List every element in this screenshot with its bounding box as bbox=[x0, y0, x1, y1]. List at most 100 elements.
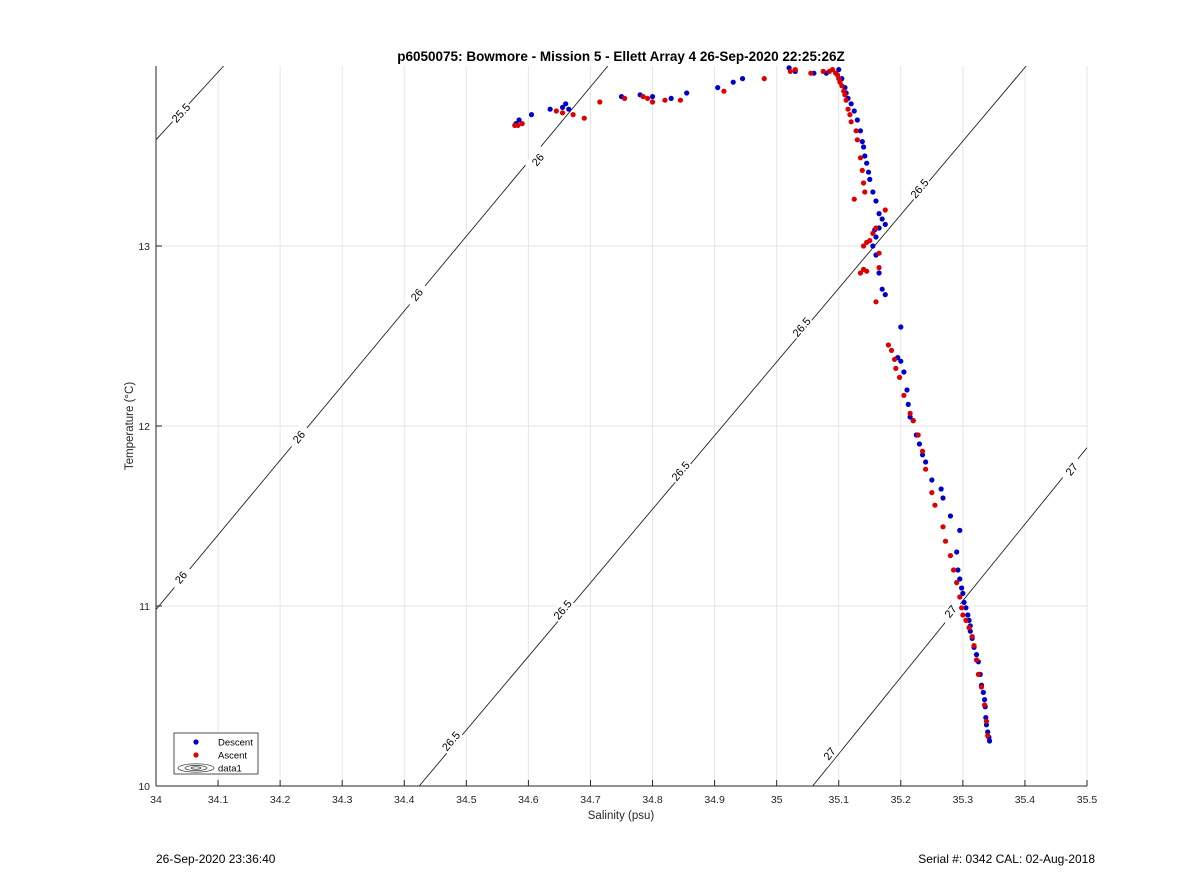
data-points bbox=[512, 65, 993, 744]
data-point-descent bbox=[983, 722, 990, 728]
data-point-ascent bbox=[853, 128, 859, 134]
data-point-descent bbox=[730, 79, 736, 85]
data-point-ascent bbox=[942, 538, 949, 544]
data-point-descent bbox=[528, 112, 535, 118]
isopycnal-label-bg bbox=[167, 99, 195, 127]
data-point-ascent bbox=[947, 553, 954, 559]
data-point-descent bbox=[867, 176, 873, 182]
x-tick-label: 35.1 bbox=[829, 794, 850, 806]
data-point-ascent bbox=[570, 112, 576, 118]
data-point-ascent bbox=[940, 524, 946, 530]
data-point-descent bbox=[955, 567, 961, 573]
data-point-ascent bbox=[857, 270, 864, 276]
data-point-ascent bbox=[985, 733, 991, 739]
data-point-ascent bbox=[891, 356, 898, 362]
isopycnal-label-bg bbox=[285, 423, 312, 451]
data-point-descent bbox=[870, 243, 876, 249]
data-point-ascent bbox=[915, 432, 921, 438]
data-point-ascent bbox=[860, 243, 867, 249]
data-point-descent bbox=[870, 189, 876, 195]
footer-serial-calibration: Serial #: 0342 CAL: 02-Aug-2018 bbox=[918, 852, 1095, 866]
data-point-ascent bbox=[950, 567, 957, 573]
legend-box bbox=[173, 732, 259, 775]
data-point-descent bbox=[940, 495, 946, 501]
data-point-descent bbox=[876, 211, 882, 217]
isopycnal-label: 26 bbox=[291, 429, 308, 446]
x-tick-label: 35 bbox=[771, 794, 783, 806]
data-point-ascent bbox=[640, 94, 646, 100]
data-point-ascent bbox=[829, 67, 836, 73]
isopycnal-label: 27 bbox=[822, 746, 839, 763]
data-point-descent bbox=[898, 324, 904, 330]
isopycnal-label-bg bbox=[1058, 455, 1085, 483]
data-point-ascent bbox=[971, 643, 977, 649]
data-point-descent bbox=[873, 198, 879, 204]
data-point-descent bbox=[929, 477, 935, 483]
data-point-descent bbox=[649, 94, 656, 100]
data-point-descent bbox=[879, 216, 885, 222]
x-tick-label: 35.3 bbox=[953, 794, 974, 806]
x-tick-label: 34.6 bbox=[518, 794, 539, 806]
data-point-ascent bbox=[559, 110, 566, 116]
data-point-ascent bbox=[622, 95, 628, 101]
data-point-ascent bbox=[843, 97, 849, 103]
data-point-ascent bbox=[929, 490, 935, 496]
y-axis-label: Temperature (°C) bbox=[124, 382, 136, 470]
data-point-ascent bbox=[975, 671, 981, 678]
data-point-ascent bbox=[876, 265, 882, 271]
isopycnal-label-bg bbox=[403, 280, 430, 309]
data-point-descent bbox=[876, 270, 882, 276]
x-tick-label: 34.8 bbox=[642, 794, 663, 806]
data-point-ascent bbox=[896, 374, 903, 380]
data-point-descent bbox=[882, 292, 888, 298]
x-tick-label: 34.1 bbox=[208, 794, 229, 806]
data-point-descent bbox=[566, 106, 572, 112]
data-point-ascent bbox=[960, 612, 966, 618]
data-point-ascent bbox=[957, 594, 963, 600]
data-point-ascent bbox=[820, 68, 826, 74]
data-point-ascent bbox=[907, 410, 913, 416]
legend-label-descent: Descent bbox=[218, 738, 253, 749]
data-point-descent bbox=[848, 101, 854, 107]
data-point-ascent bbox=[919, 448, 926, 454]
data-point-ascent bbox=[862, 189, 868, 195]
data-point-descent bbox=[959, 585, 965, 591]
x-tick-label: 34.9 bbox=[704, 794, 725, 806]
y-tick-label: 13 bbox=[138, 241, 150, 253]
data-point-descent bbox=[715, 85, 721, 91]
data-point-descent bbox=[882, 221, 888, 227]
legend-marker-contour bbox=[177, 763, 215, 773]
isopycnal-label-bg bbox=[667, 457, 694, 485]
legend-label-ascent: Ascent bbox=[218, 751, 247, 762]
data-point-descent bbox=[919, 452, 926, 458]
data-point-descent bbox=[668, 95, 674, 101]
data-point-descent bbox=[547, 106, 553, 112]
data-point-ascent bbox=[864, 268, 870, 274]
data-point-ascent bbox=[847, 112, 853, 118]
data-point-descent bbox=[865, 169, 872, 175]
data-point-ascent bbox=[842, 92, 848, 98]
data-point-descent bbox=[963, 605, 969, 611]
data-point-descent bbox=[563, 101, 569, 107]
data-point-ascent bbox=[597, 99, 603, 105]
data-point-descent bbox=[904, 387, 910, 393]
data-point-ascent bbox=[882, 207, 888, 213]
data-point-descent bbox=[516, 117, 522, 123]
data-point-ascent bbox=[973, 657, 980, 663]
data-point-ascent bbox=[873, 225, 879, 231]
x-tick-label: 35.5 bbox=[1077, 794, 1098, 806]
isopycnal-label-bg bbox=[937, 597, 964, 626]
isopycnal-label-bg bbox=[524, 145, 551, 174]
x-tick-label: 34 bbox=[150, 794, 162, 806]
data-point-ascent bbox=[677, 97, 684, 103]
isopycnal-label-bg bbox=[906, 174, 933, 203]
data-point-descent bbox=[965, 612, 971, 618]
data-point-descent bbox=[879, 286, 885, 292]
data-point-ascent bbox=[959, 605, 965, 611]
isopycnal-label-bg bbox=[437, 727, 464, 755]
data-point-ascent bbox=[662, 97, 668, 103]
isopycnal-line-25.5 bbox=[156, 66, 224, 141]
data-point-ascent bbox=[923, 466, 929, 472]
isopycnal-label-bg bbox=[788, 313, 815, 341]
